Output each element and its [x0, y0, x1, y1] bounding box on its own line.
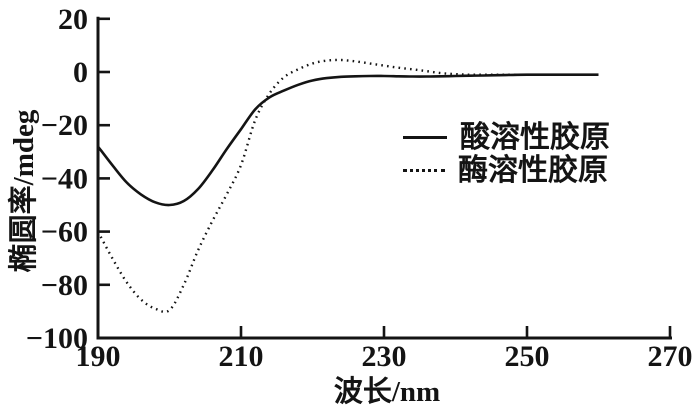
legend-label-enzyme-soluble: 酶溶性胶原	[458, 154, 608, 187]
y-tick-label: −40	[41, 162, 88, 195]
y-tick-label: −100	[26, 322, 88, 355]
x-tick-label: 190	[76, 340, 121, 373]
legend-item-acid-soluble: 酸溶性胶原	[403, 121, 610, 154]
axis-ticks	[96, 17, 672, 340]
solid-line-icon	[403, 136, 447, 139]
y-tick-label: −60	[41, 216, 88, 249]
x-tick-label: 230	[362, 340, 407, 373]
acid-soluble-collagen-curve	[96, 73, 599, 207]
y-tick-label: 20	[58, 3, 88, 36]
enzyme-soluble-collagen-curve	[96, 58, 599, 314]
x-axis-title: 波长/nm	[333, 376, 441, 405]
legend-item-enzyme-soluble: 酶溶性胶原	[403, 154, 610, 187]
x-tick-label: 270	[648, 340, 693, 373]
y-tick-label: 0	[73, 56, 88, 89]
y-tick-label: −80	[41, 269, 88, 302]
x-tick-label: 210	[219, 340, 264, 373]
y-axis-title: 椭圆率/mdeg	[8, 109, 40, 273]
legend-label-acid-soluble: 酸溶性胶原	[460, 121, 610, 154]
legend: 酸溶性胶原 酶溶性胶原	[403, 121, 610, 187]
y-tick-label: −20	[41, 109, 88, 142]
x-tick-label: 250	[505, 340, 550, 373]
dotted-line-icon	[403, 169, 445, 172]
